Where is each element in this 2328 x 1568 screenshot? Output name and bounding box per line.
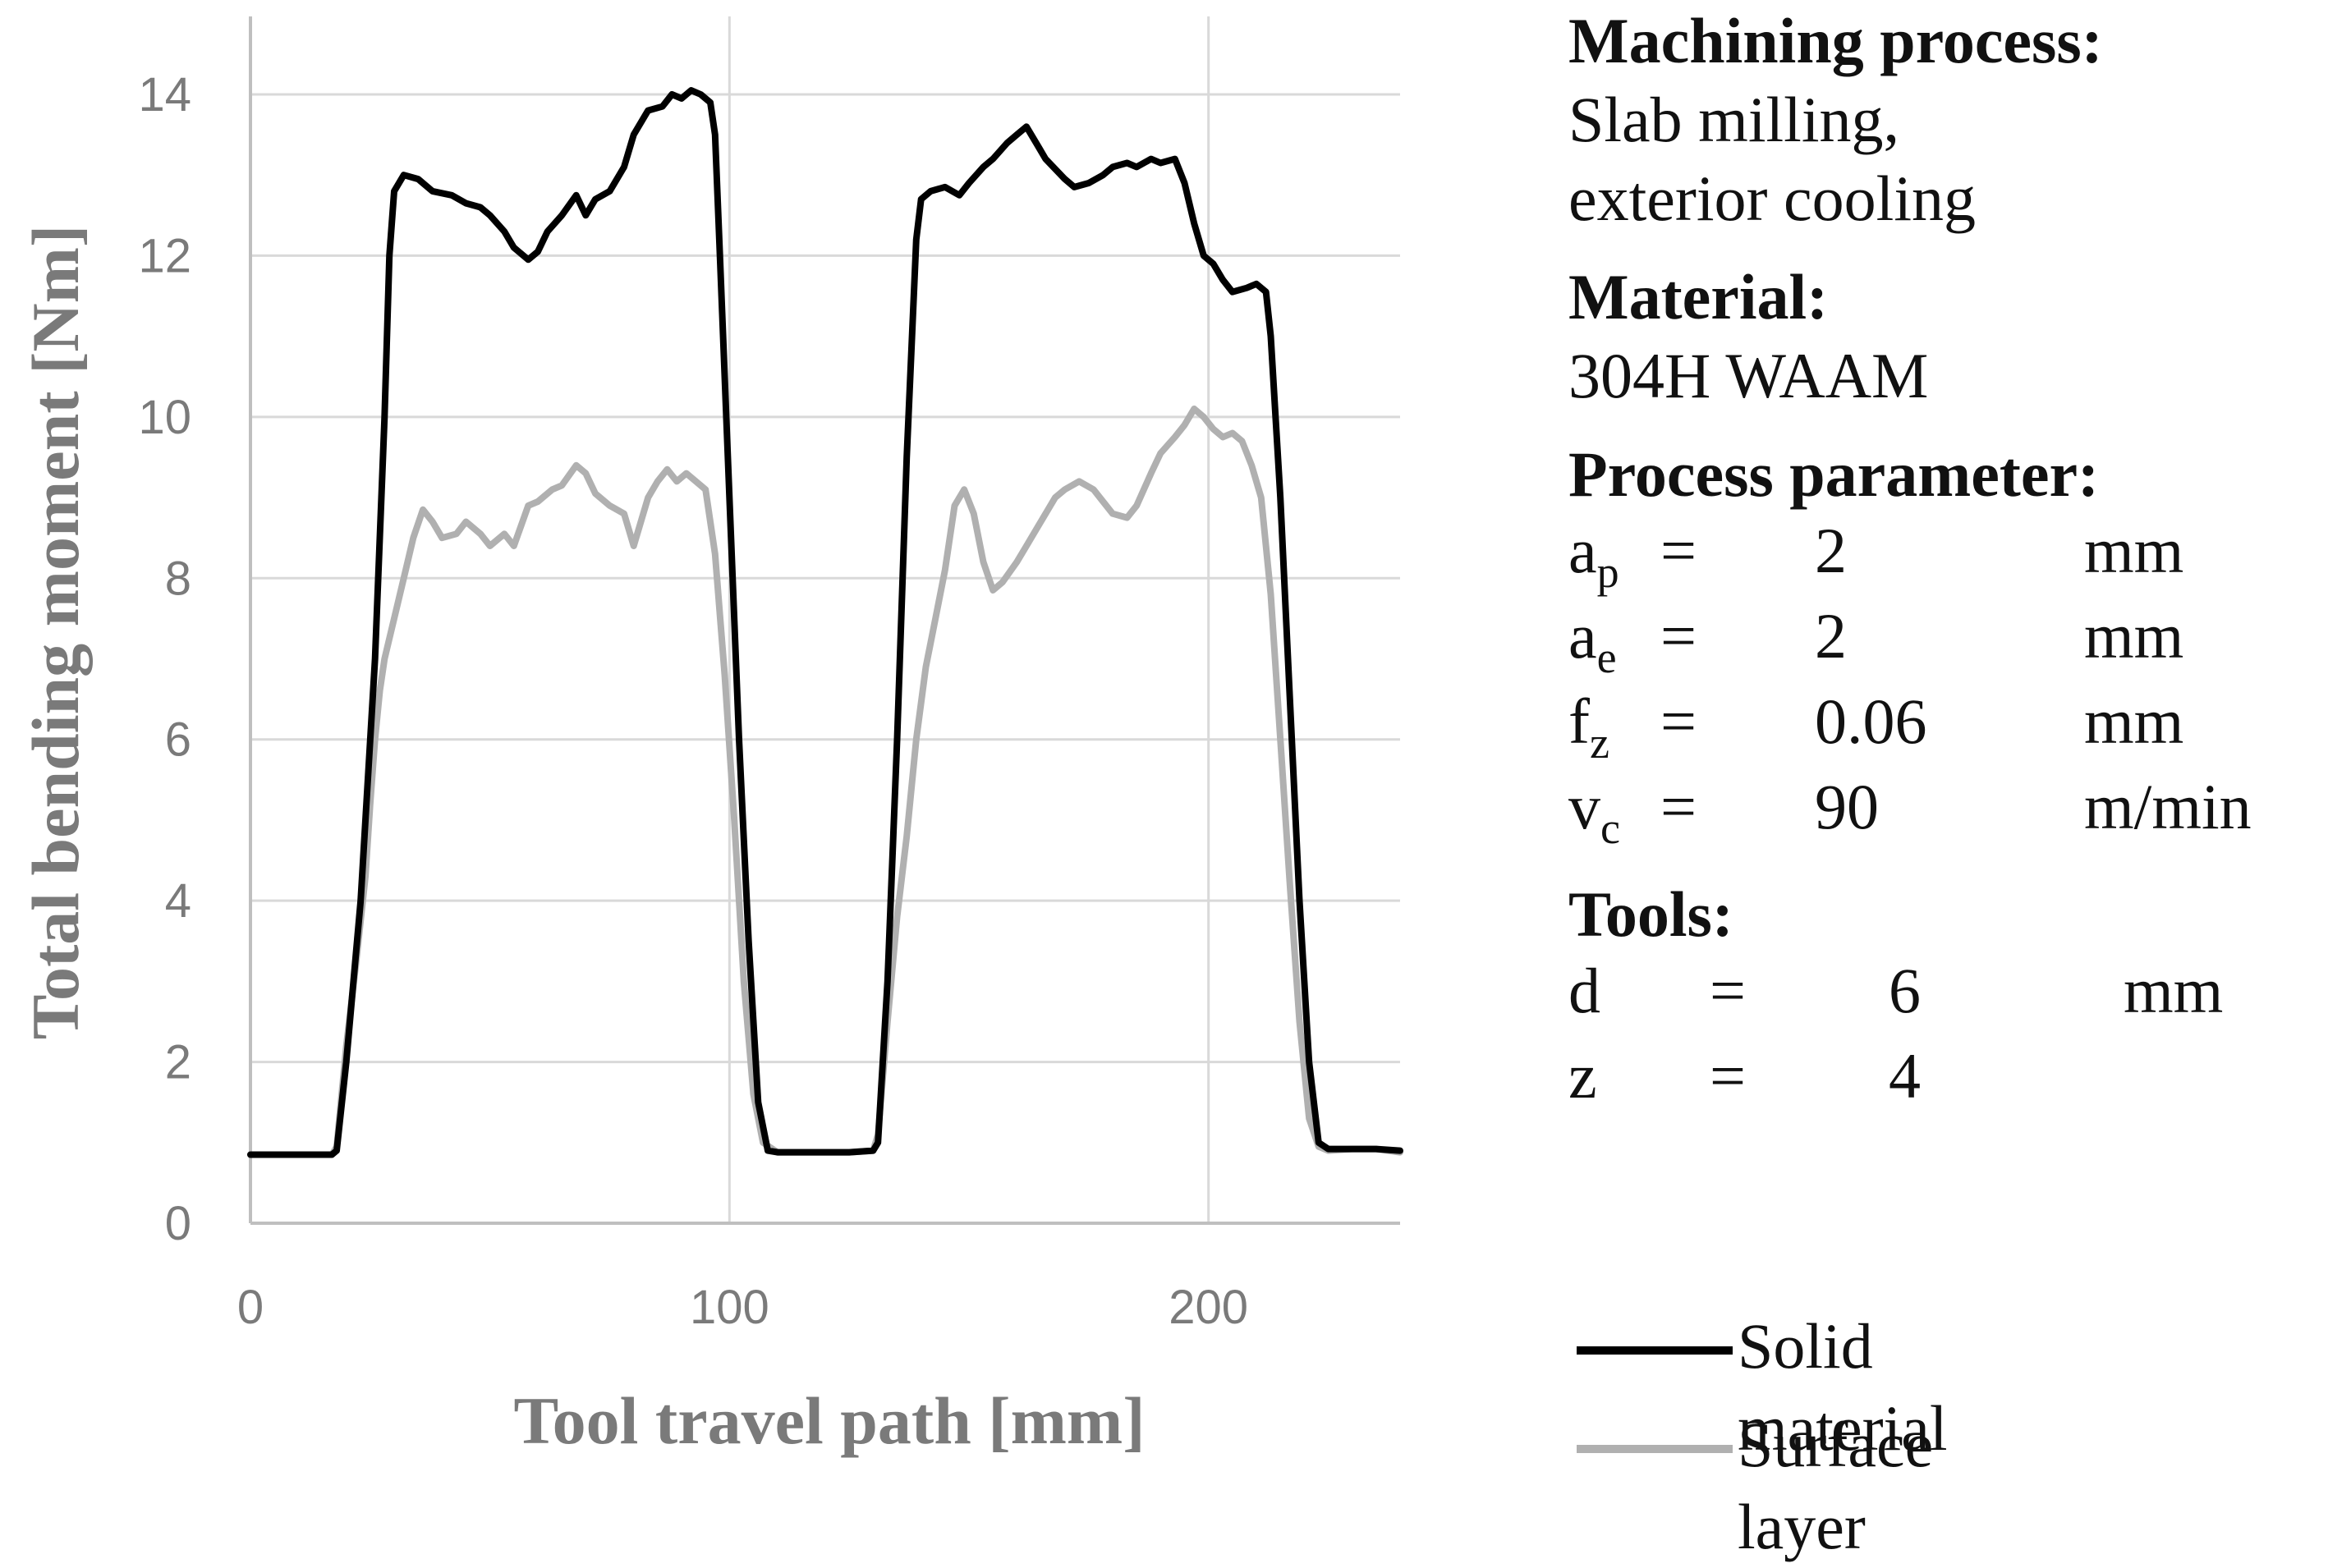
tool-symbol: z [1568,1040,1597,1112]
param-value: 90 [1815,771,1879,842]
param-subscript: e [1596,633,1617,682]
tool-symbol: d [1568,955,1600,1026]
tool-value: 4 [1889,1040,1921,1112]
y-tick-label: 8 [165,552,191,605]
x-axis-label: Tool travel path [mm] [513,1383,1145,1458]
process-heading: Machining process: [1568,5,2103,76]
param-equals: = [1660,515,1697,586]
material-value: 304H WAAM [1568,340,1929,411]
y-axis-label: Total bending moment [Nm] [18,225,93,1039]
param-symbol: a [1568,515,1597,586]
tool-value: 6 [1889,955,1921,1026]
param-equals: = [1660,600,1697,672]
param-unit: mm [2084,600,2184,672]
param-symbol: v [1568,771,1600,842]
y-tick-label: 10 [138,391,191,444]
param-symbol: f [1568,685,1590,757]
tick-labels: 0 2 4 6 8 10 12 14 0 100 200 [138,68,1248,1334]
grid-lines [250,16,1400,1223]
y-tick-label: 4 [165,874,191,928]
tool-row: d = 6 mm [1568,954,2324,1039]
series-line-surface-layer [247,406,1403,1158]
y-tick-label: 12 [138,229,191,282]
param-row: ap = 2 mm [1568,514,2324,599]
param-unit: mm [2084,515,2184,586]
process-line-2: exterior cooling [1568,163,1976,234]
legend-line-solid [1577,1346,1733,1355]
material-heading: Material: [1568,261,1829,332]
legend-line-surface [1577,1445,1733,1453]
param-value: 2 [1815,600,1847,672]
tools-heading: Tools: [1568,878,1733,950]
tool-equals: = [1710,1040,1746,1112]
param-equals: = [1660,685,1697,757]
info-panel: Machining process: Slab milling, exterio… [1568,0,2324,1144]
series-line-solid-material [247,87,1403,1158]
legend-label-surface: Surface layer [1738,1409,1934,1562]
param-row: fz = 0.06 mm [1568,685,2324,770]
param-symbol: a [1568,600,1597,672]
param-equals: = [1660,771,1697,842]
bending-moment-chart: 0 2 4 6 8 10 12 14 0 100 200 Total bending moment … [18,16,1403,1458]
y-tick-label: 2 [165,1036,191,1089]
series-lines [247,87,1403,1158]
param-unit: mm [2084,685,2184,757]
tool-unit: mm [2124,955,2224,1026]
param-subscript: p [1596,548,1619,597]
param-subscript: z [1589,718,1609,768]
param-row: ae = 2 mm [1568,599,2324,685]
param-row: vc = 90 m/min [1568,770,2324,855]
legend-label-solid: Solid material [1738,1310,1948,1464]
param-subscript: c [1600,804,1620,853]
y-tick-label: 14 [138,68,191,121]
x-tick-label: 0 [237,1281,264,1334]
param-value: 2 [1815,515,1847,586]
tool-row: z = 4 [1568,1039,2324,1125]
x-tick-label: 100 [690,1281,769,1334]
axes [249,16,1400,1225]
params-heading: Process parameter: [1568,438,2100,510]
x-tick-label: 200 [1169,1281,1248,1334]
y-tick-label: 0 [165,1197,191,1250]
y-tick-label: 6 [165,713,191,767]
tool-equals: = [1710,955,1746,1026]
param-unit: m/min [2084,771,2252,842]
param-value: 0.06 [1815,685,1927,757]
process-line-1: Slab milling, [1568,84,1900,155]
